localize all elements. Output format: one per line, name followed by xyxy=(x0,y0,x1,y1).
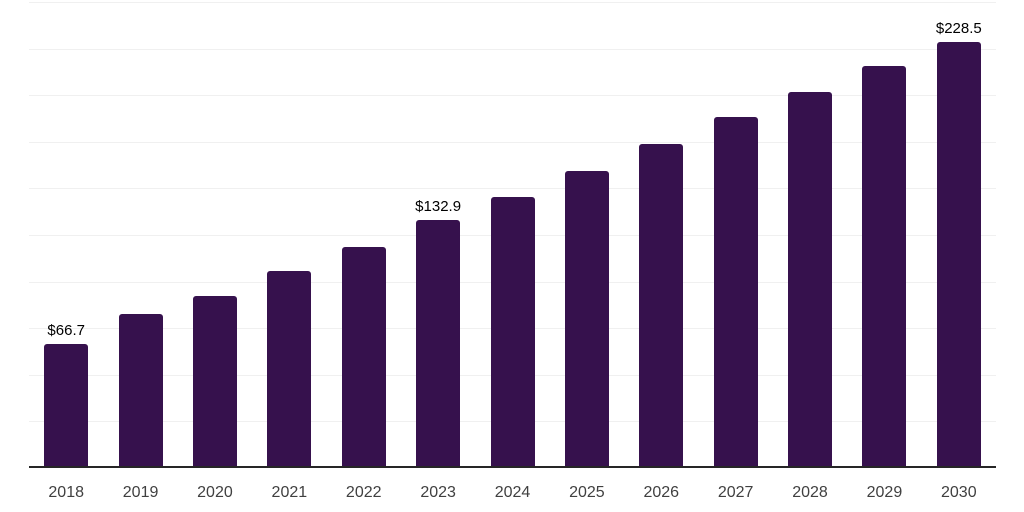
gridline-250 xyxy=(29,2,996,3)
x-tick-label-2023: 2023 xyxy=(420,484,456,501)
x-tick-label-2018: 2018 xyxy=(48,484,84,501)
gridline-175 xyxy=(29,141,996,143)
bar-2030 xyxy=(936,42,981,468)
value-label-2018: $66.7 xyxy=(47,321,85,339)
bar-2018 xyxy=(44,343,89,468)
x-tick-label-2026: 2026 xyxy=(643,484,680,501)
value-label-2030: $228.5 xyxy=(935,20,982,38)
bar-2019 xyxy=(118,314,163,468)
bar-2025 xyxy=(564,170,609,468)
x-tick-label-2022: 2022 xyxy=(345,484,382,501)
x-tick-label-2019: 2019 xyxy=(122,484,159,501)
x-tick-label-2028: 2028 xyxy=(792,484,828,501)
bar-2023 xyxy=(416,220,461,468)
x-tick-label-2027: 2027 xyxy=(717,484,754,501)
bar-2021 xyxy=(267,270,312,468)
gridline-200 xyxy=(29,95,996,97)
bar-2020 xyxy=(192,295,237,468)
bar-2024 xyxy=(490,196,535,468)
x-tick-label-2024: 2024 xyxy=(494,484,531,501)
bar-2028 xyxy=(788,91,833,468)
value-label-2023: $132.9 xyxy=(415,198,462,216)
gridline-225 xyxy=(29,48,996,50)
x-tick-label-2030: 2030 xyxy=(941,484,977,501)
x-axis-line xyxy=(29,466,996,468)
bar-2022 xyxy=(341,246,386,468)
bar-2027 xyxy=(713,116,758,468)
gridline-150 xyxy=(29,188,996,190)
bar-2029 xyxy=(862,65,907,468)
x-tick-label-2029: 2029 xyxy=(866,484,903,501)
x-tick-label-2020: 2020 xyxy=(197,484,233,501)
x-tick-label-2021: 2021 xyxy=(271,484,308,501)
bar-2026 xyxy=(639,144,684,468)
x-tick-label-2025: 2025 xyxy=(569,484,605,501)
